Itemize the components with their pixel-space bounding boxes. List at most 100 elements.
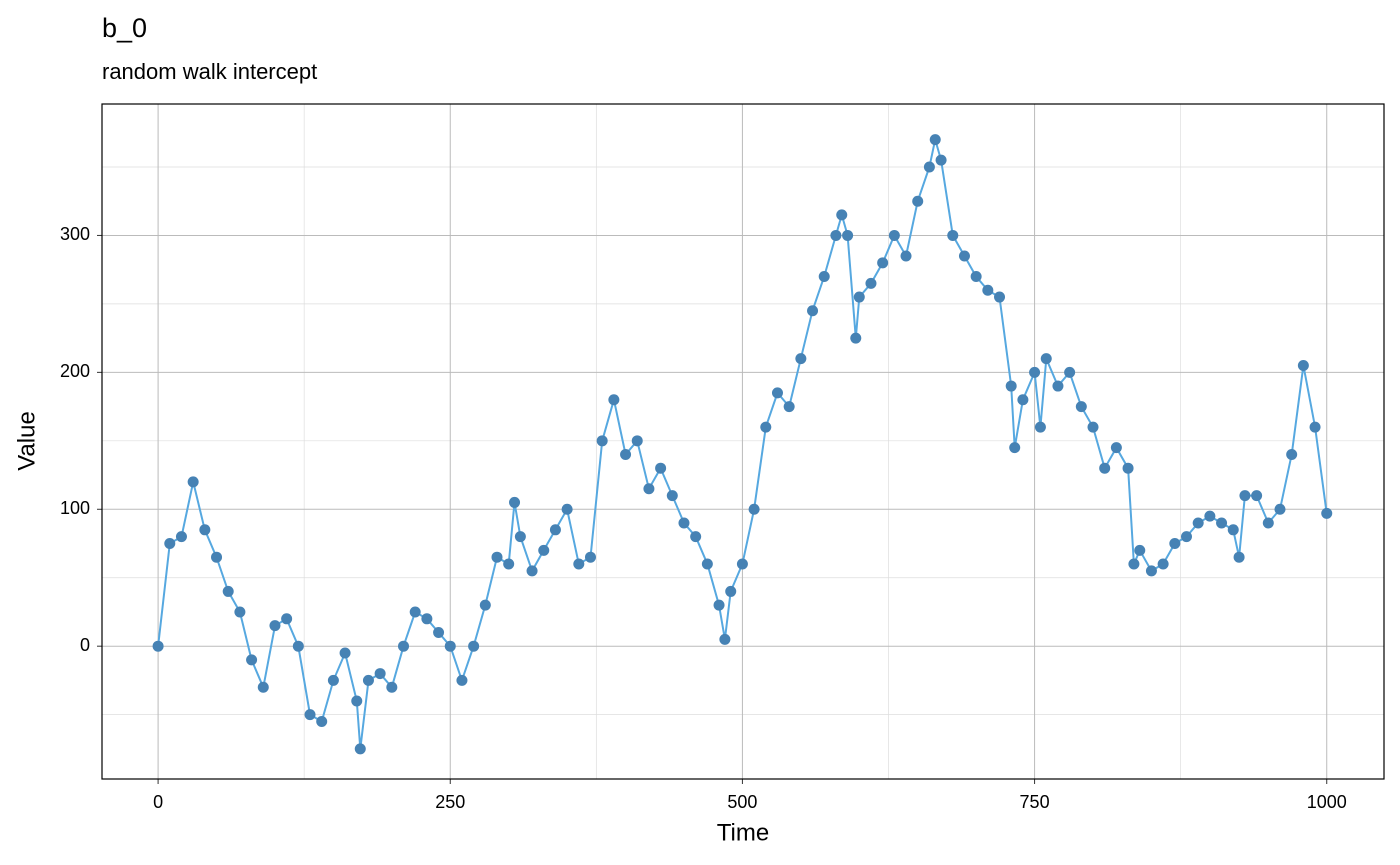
data-point bbox=[900, 250, 912, 262]
data-point bbox=[339, 647, 351, 659]
data-point bbox=[409, 606, 421, 618]
data-point bbox=[1034, 421, 1046, 433]
data-point bbox=[795, 353, 807, 365]
data-point bbox=[222, 585, 234, 597]
data-point bbox=[281, 613, 293, 625]
data-point bbox=[771, 387, 783, 399]
data-point bbox=[994, 291, 1006, 303]
data-point bbox=[596, 435, 608, 447]
data-point bbox=[1122, 462, 1134, 474]
data-point bbox=[503, 558, 515, 570]
data-point bbox=[514, 531, 526, 543]
data-point bbox=[421, 613, 433, 625]
data-point bbox=[725, 585, 737, 597]
data-point bbox=[935, 154, 947, 166]
data-point bbox=[929, 134, 941, 146]
data-point bbox=[1309, 421, 1321, 433]
x-tick-label: 250 bbox=[435, 792, 465, 812]
data-point bbox=[1099, 462, 1111, 474]
data-point bbox=[760, 421, 772, 433]
data-point bbox=[1297, 360, 1309, 372]
y-tick-label: 100 bbox=[60, 498, 90, 518]
data-point bbox=[620, 449, 632, 461]
data-point bbox=[269, 620, 281, 632]
data-point bbox=[1052, 380, 1064, 392]
data-point bbox=[573, 558, 585, 570]
data-point bbox=[509, 496, 521, 508]
data-point bbox=[1017, 394, 1029, 406]
data-point bbox=[1227, 524, 1239, 536]
data-point bbox=[690, 531, 702, 543]
data-point bbox=[456, 674, 468, 686]
data-point bbox=[1192, 517, 1204, 529]
data-point bbox=[152, 640, 164, 652]
data-point bbox=[1204, 510, 1216, 522]
data-point bbox=[1321, 507, 1333, 519]
data-point bbox=[970, 271, 982, 283]
data-point bbox=[1262, 517, 1274, 529]
x-tick-label: 0 bbox=[153, 792, 163, 812]
data-point bbox=[316, 715, 328, 727]
data-point bbox=[1286, 449, 1298, 461]
data-point bbox=[1169, 538, 1181, 550]
data-point bbox=[678, 517, 690, 529]
data-point bbox=[1157, 558, 1169, 570]
data-point bbox=[327, 674, 339, 686]
data-point bbox=[1128, 558, 1140, 570]
data-point bbox=[643, 483, 655, 495]
data-point bbox=[491, 551, 503, 563]
x-tick-label: 750 bbox=[1020, 792, 1050, 812]
data-point bbox=[807, 305, 819, 317]
data-point bbox=[666, 490, 678, 502]
data-point bbox=[865, 277, 877, 289]
data-point bbox=[1134, 544, 1146, 556]
chart-title: b_0 bbox=[102, 13, 147, 43]
data-point bbox=[1251, 490, 1263, 502]
data-point bbox=[923, 161, 935, 173]
data-point bbox=[1040, 353, 1052, 365]
data-point bbox=[783, 401, 795, 413]
data-point bbox=[912, 195, 924, 207]
x-tick-label: 1000 bbox=[1307, 792, 1347, 812]
y-tick-label: 200 bbox=[60, 361, 90, 381]
data-point bbox=[1233, 551, 1245, 563]
data-point bbox=[836, 209, 848, 221]
data-point bbox=[386, 681, 398, 693]
data-point bbox=[655, 462, 667, 474]
data-point bbox=[1064, 366, 1076, 378]
data-point bbox=[842, 229, 854, 241]
data-point bbox=[1005, 380, 1017, 392]
data-point bbox=[1110, 442, 1122, 454]
data-point bbox=[175, 531, 187, 543]
data-point bbox=[748, 503, 760, 515]
data-point bbox=[713, 599, 725, 611]
data-point bbox=[1087, 421, 1099, 433]
data-point bbox=[1180, 531, 1192, 543]
data-point bbox=[1075, 401, 1087, 413]
data-point bbox=[947, 229, 959, 241]
data-point bbox=[304, 709, 316, 721]
data-point bbox=[958, 250, 970, 262]
data-point bbox=[354, 743, 366, 755]
data-point bbox=[526, 565, 538, 577]
data-point bbox=[234, 606, 246, 618]
data-point bbox=[853, 291, 865, 303]
data-point bbox=[211, 551, 223, 563]
data-point bbox=[257, 681, 269, 693]
data-point bbox=[888, 229, 900, 241]
data-point bbox=[433, 626, 445, 638]
data-point bbox=[444, 640, 456, 652]
y-tick-label: 0 bbox=[80, 635, 90, 655]
data-point bbox=[549, 524, 561, 536]
data-point bbox=[584, 551, 596, 563]
data-point bbox=[850, 332, 862, 344]
data-point bbox=[187, 476, 199, 488]
data-point bbox=[631, 435, 643, 447]
data-point bbox=[1029, 366, 1041, 378]
data-point bbox=[1216, 517, 1228, 529]
data-point bbox=[398, 640, 410, 652]
data-point bbox=[818, 271, 830, 283]
data-point bbox=[608, 394, 620, 406]
data-point bbox=[982, 284, 994, 296]
